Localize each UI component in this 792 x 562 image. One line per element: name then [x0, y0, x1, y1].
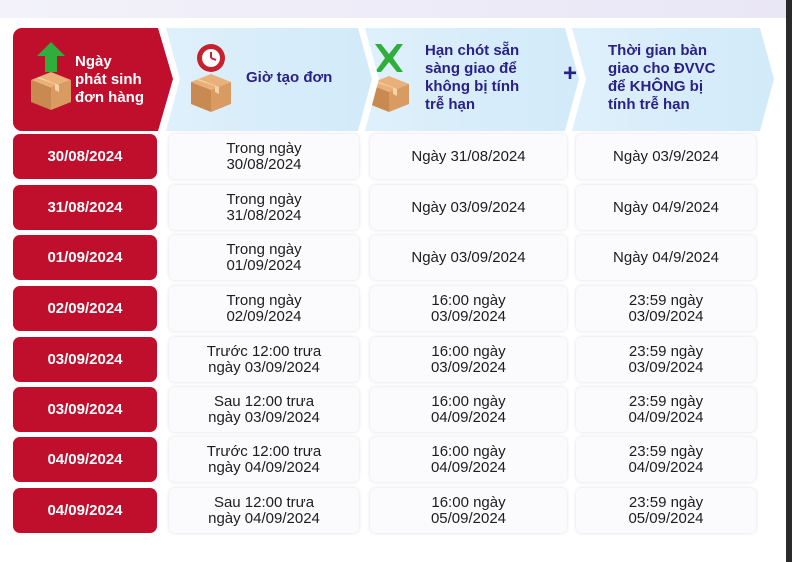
table-row: 03/09/2024 Trước 12:00 trưa ngày 03/09/2…	[0, 337, 786, 382]
created-time-cell: Sau 12:00 trưa ngày 03/09/2024	[169, 387, 359, 432]
header-created-time-text: Giờ tạo đơn	[246, 69, 332, 87]
header-line: Hạn chót sẵn	[425, 42, 520, 59]
order-date-cell: 04/09/2024	[13, 437, 157, 482]
handover-time-cell: Ngày 04/9/2024	[576, 235, 756, 280]
ready-deadline-cell: 16:00 ngày 05/09/2024	[370, 488, 567, 533]
ready-deadline-cell: Ngày 03/09/2024	[370, 185, 567, 230]
table-row: 02/09/2024 Trong ngày 02/09/2024 16:00 n…	[0, 286, 786, 331]
box-arrow-up-icon	[31, 42, 71, 110]
ready-deadline-cell: 16:00 ngày 04/09/2024	[370, 437, 567, 482]
table-row: 30/08/2024 Trong ngày 30/08/2024 Ngày 31…	[0, 134, 786, 179]
table-row: 04/09/2024 Trước 12:00 trưa ngày 04/09/2…	[0, 437, 786, 482]
ready-deadline-cell: 16:00 ngày 03/09/2024	[370, 286, 567, 331]
handover-time-cell: 23:59 ngày 05/09/2024	[576, 488, 756, 533]
handover-time-cell: 23:59 ngày 04/09/2024	[576, 437, 756, 482]
header-line: phát sinh	[75, 71, 142, 88]
created-time-cell: Trước 12:00 trưa ngày 03/09/2024	[169, 337, 359, 382]
handover-time-cell: 23:59 ngày 03/09/2024	[576, 337, 756, 382]
ready-deadline-cell: Ngày 31/08/2024	[370, 134, 567, 179]
header-line: tính trễ hạn	[608, 96, 690, 113]
table-row: 03/09/2024 Sau 12:00 trưa ngày 03/09/202…	[0, 387, 786, 432]
header-handover-time-text: Thời gian bàn giao cho ĐVVC để KHÔNG bị …	[608, 42, 716, 114]
order-date-cell: 02/09/2024	[13, 286, 157, 331]
box-clock-icon	[186, 42, 236, 114]
order-date-cell: 03/09/2024	[13, 387, 157, 432]
header-line: trễ hạn	[425, 96, 476, 113]
header-ready-deadline: Hạn chót sẵn sàng giao để không bị tính …	[365, 28, 579, 131]
created-time-cell: Trong ngày 01/09/2024	[169, 235, 359, 280]
order-date-cell: 03/09/2024	[13, 337, 157, 382]
header-line: Giờ tạo đơn	[246, 69, 333, 86]
created-time-cell: Sau 12:00 trưa ngày 04/09/2024	[169, 488, 359, 533]
handover-time-cell: 23:59 ngày 03/09/2024	[576, 286, 756, 331]
ready-deadline-cell: Ngày 03/09/2024	[370, 235, 567, 280]
handover-time-cell: 23:59 ngày 04/09/2024	[576, 387, 756, 432]
header-handover-time: Thời gian bàn giao cho ĐVVC để KHÔNG bị …	[572, 28, 774, 131]
created-time-cell: Trong ngày 02/09/2024	[169, 286, 359, 331]
header-order-date-text: Ngày phát sinh đơn hàng	[75, 53, 144, 107]
header-line: không bị tính	[425, 78, 520, 95]
header-line: giao cho ĐVVC	[608, 60, 716, 77]
header-ready-deadline-text: Hạn chót sẵn sàng giao để không bị tính …	[425, 42, 519, 114]
box-x-icon	[365, 40, 413, 114]
handover-time-cell: Ngày 04/9/2024	[576, 185, 756, 230]
header-created-time: Giờ tạo đơn	[166, 28, 372, 131]
order-date-cell: 04/09/2024	[13, 488, 157, 533]
header-order-date: Ngày phát sinh đơn hàng	[13, 28, 173, 131]
table-row: 31/08/2024 Trong ngày 31/08/2024 Ngày 03…	[0, 185, 786, 230]
created-time-cell: Trong ngày 31/08/2024	[169, 185, 359, 230]
order-date-cell: 30/08/2024	[13, 134, 157, 179]
header-line: Thời gian bàn	[608, 42, 707, 59]
created-time-cell: Trước 12:00 trưa ngày 04/09/2024	[169, 437, 359, 482]
header-line: đơn hàng	[75, 89, 144, 106]
header-line: sàng giao để	[425, 60, 517, 77]
order-date-cell: 31/08/2024	[13, 185, 157, 230]
ready-deadline-cell: 16:00 ngày 03/09/2024	[370, 337, 567, 382]
plus-icon: +	[562, 60, 577, 87]
header-line: để KHÔNG bị	[608, 78, 704, 95]
table-row: 04/09/2024 Sau 12:00 trưa ngày 04/09/202…	[0, 488, 786, 533]
created-time-cell: Trong ngày 30/08/2024	[169, 134, 359, 179]
header-line: Ngày	[75, 53, 112, 70]
order-date-cell: 01/09/2024	[13, 235, 157, 280]
handover-time-cell: Ngày 03/9/2024	[576, 134, 756, 179]
table-row: 01/09/2024 Trong ngày 01/09/2024 Ngày 03…	[0, 235, 786, 280]
ready-deadline-cell: 16:00 ngày 04/09/2024	[370, 387, 567, 432]
